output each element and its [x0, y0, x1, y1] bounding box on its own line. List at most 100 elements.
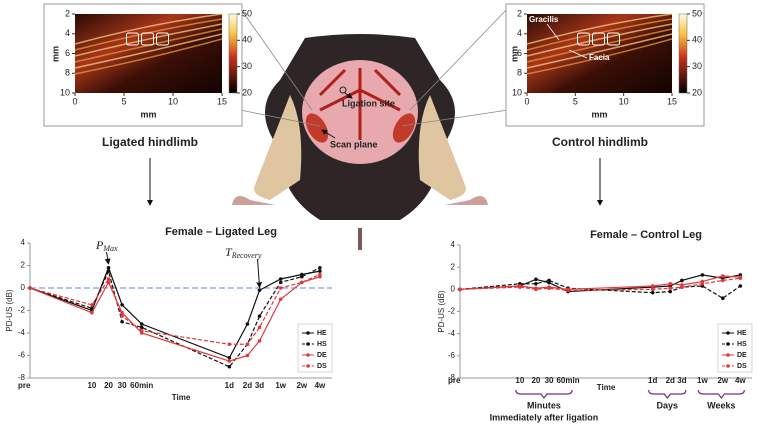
x-tick-label: 2w — [296, 381, 307, 390]
y-axis-label: mm — [50, 46, 60, 62]
data-point — [318, 265, 322, 270]
x-tick-label: 10 — [515, 376, 524, 385]
data-point — [257, 314, 262, 318]
data-point — [257, 325, 262, 330]
y-tick-label: 4 — [517, 28, 522, 38]
left-label: Ligated hindlimb — [102, 135, 198, 149]
x-tick-label: 2w — [717, 376, 728, 385]
roi-box — [156, 32, 169, 46]
colorbar-tick-label: 40 — [692, 35, 702, 45]
data-point — [547, 286, 551, 291]
data-point — [738, 284, 743, 288]
tissue-streak — [526, 23, 673, 57]
roi-box — [607, 32, 620, 46]
group-label: Days — [657, 400, 679, 410]
x-tick-label: 10 — [87, 381, 96, 390]
data-point — [106, 277, 111, 281]
data-point — [721, 278, 725, 283]
data-point — [300, 274, 304, 279]
y-tick-label: -2 — [448, 307, 456, 316]
data-point — [650, 284, 655, 288]
data-point — [245, 322, 250, 326]
x-tick-label: 1w — [697, 376, 708, 385]
annotation: PMax — [95, 238, 118, 253]
group-brace — [648, 389, 687, 399]
annotation-subscript: Max — [102, 244, 118, 253]
y-tick-label: 0 — [21, 283, 26, 292]
data-point — [257, 339, 262, 343]
x-tick-label: 3d — [677, 376, 686, 385]
legend-label: HS — [317, 341, 327, 348]
y-tick-label: 6 — [65, 48, 70, 58]
legend-marker — [306, 342, 310, 346]
legend-label: DE — [737, 352, 747, 359]
x-tick-label: 60min — [556, 376, 579, 385]
data-point — [278, 286, 283, 290]
y-tick-label: 0 — [451, 284, 456, 293]
colorbar-tick-label: 20 — [242, 87, 252, 97]
y-axis-label: mm — [509, 46, 519, 62]
data-point — [139, 328, 144, 333]
legend-marker — [726, 331, 730, 335]
data-point — [120, 314, 124, 318]
tissue-streak — [526, 33, 673, 69]
y-tick-label: 6 — [517, 48, 522, 58]
y-tick-label: 4 — [65, 28, 70, 38]
x-tick-label: 15 — [667, 96, 677, 106]
ligation-label: Ligation site — [342, 98, 395, 108]
colorbar-tick-label: 50 — [692, 8, 702, 18]
data-point — [534, 281, 538, 286]
data-point — [566, 288, 570, 293]
legend-marker — [726, 364, 730, 368]
group-brace — [515, 389, 573, 399]
colorbar-tick-label: 30 — [242, 61, 252, 71]
group-label: Minutes — [527, 400, 561, 410]
annotation-subscript: Recovery — [231, 251, 262, 260]
data-point — [28, 286, 32, 290]
x-tick-label: 15 — [217, 96, 227, 106]
data-point — [120, 303, 124, 307]
data-point — [721, 274, 725, 278]
y-tick-label: 8 — [65, 68, 70, 78]
legend-label: HS — [737, 341, 747, 348]
data-point — [278, 297, 283, 302]
y-tick-label: 10 — [60, 87, 70, 97]
data-point — [318, 269, 322, 273]
x-tick-label: 0 — [72, 96, 77, 106]
tissue-streak — [74, 23, 223, 57]
group-note: Immediately after ligation — [490, 412, 599, 422]
y-tick-label: -4 — [18, 328, 26, 337]
y-tick-label: 4 — [21, 238, 26, 247]
y-tick-label: 2 — [21, 261, 26, 270]
x-tick-label: 0 — [524, 96, 529, 106]
y-tick-label: -8 — [448, 373, 456, 382]
y-tick-label: -6 — [448, 351, 456, 360]
anatomy-label: Gracilis — [529, 15, 559, 24]
data-point — [668, 281, 673, 286]
data-point — [139, 325, 144, 330]
legend-box — [297, 323, 333, 373]
data-point — [318, 272, 322, 277]
annotation: TRecovery — [225, 245, 262, 260]
colorbar-tick-label: 20 — [692, 87, 702, 97]
tissue-streak — [526, 13, 673, 45]
x-tick-label: pre — [448, 376, 461, 385]
series-line — [459, 274, 741, 293]
legend-label: DS — [737, 363, 747, 370]
legend-marker — [726, 342, 730, 346]
x-tick-label: 30 — [545, 376, 554, 385]
roi-box — [592, 32, 605, 46]
mouse-illustration — [147, 7, 603, 250]
y-tick-label: 10 — [512, 87, 522, 97]
data-point — [90, 303, 94, 307]
annotation-arrow — [256, 258, 263, 289]
legend-marker — [306, 331, 310, 335]
annotation-symbol: P — [95, 238, 104, 252]
data-point — [680, 278, 684, 283]
data-point — [458, 287, 462, 292]
data-point — [90, 310, 94, 315]
data-point — [668, 289, 673, 294]
legend-marker — [306, 364, 310, 368]
anatomy-pointer — [546, 23, 560, 41]
